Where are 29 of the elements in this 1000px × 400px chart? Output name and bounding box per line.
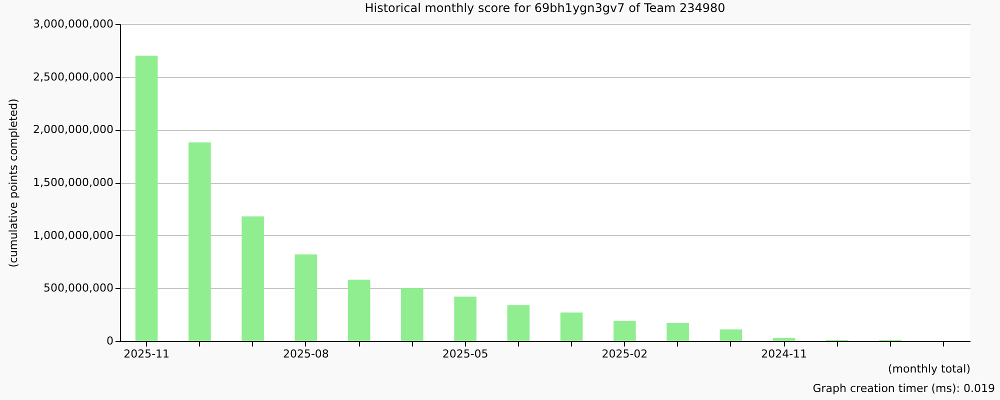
bar	[454, 296, 476, 341]
x-tick-label: 2025-11	[124, 348, 170, 360]
y-tick-label: 500,000,000	[44, 282, 114, 295]
bar	[294, 254, 318, 341]
y-tick-label: 3,000,000,000	[33, 18, 114, 30]
text: Graph creation timer (ms): 0.019	[812, 382, 995, 395]
y-tick-label: 0	[106, 334, 114, 348]
bar	[772, 338, 796, 341]
bar	[188, 142, 211, 341]
bar	[242, 216, 264, 341]
bar	[401, 288, 424, 341]
y-tick-label: 1,500,000,000	[33, 176, 114, 189]
bar	[135, 56, 158, 341]
x-tick-label: 2024-11	[761, 348, 808, 360]
y-tick-label: 2,000,000,000	[33, 123, 114, 136]
x-tick-label: 2025-08	[282, 348, 329, 360]
y-axis-title: (cumulative points completed)	[7, 98, 20, 268]
y-tick-label: 2,500,000,000	[33, 70, 114, 84]
bar	[507, 305, 530, 341]
chart-title: Historical monthly score for 69bh1ygn3gv7 of Team 234980	[364, 1, 726, 15]
bar	[348, 280, 370, 341]
x-tick-label: 2025-05	[442, 348, 488, 360]
bar	[560, 312, 583, 341]
bar	[614, 320, 636, 341]
x-axis-title: (monthly total)	[888, 362, 970, 376]
bar	[666, 323, 689, 341]
bar	[720, 329, 742, 341]
x-tick-label: 2025-02	[602, 348, 648, 360]
y-tick-label: 1,000,000,000	[33, 228, 114, 242]
